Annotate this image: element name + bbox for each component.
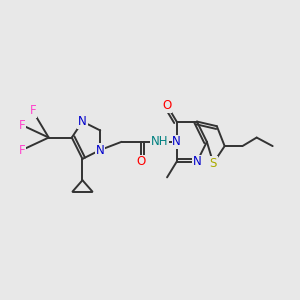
Text: NH: NH xyxy=(151,135,169,148)
Text: N: N xyxy=(172,135,181,148)
Text: S: S xyxy=(210,157,217,170)
Text: F: F xyxy=(29,104,36,117)
Text: F: F xyxy=(19,143,25,157)
Text: N: N xyxy=(78,115,87,128)
Text: O: O xyxy=(136,155,146,168)
Text: N: N xyxy=(193,155,201,168)
Text: F: F xyxy=(19,118,25,132)
Text: O: O xyxy=(162,99,172,112)
Text: N: N xyxy=(96,143,105,157)
